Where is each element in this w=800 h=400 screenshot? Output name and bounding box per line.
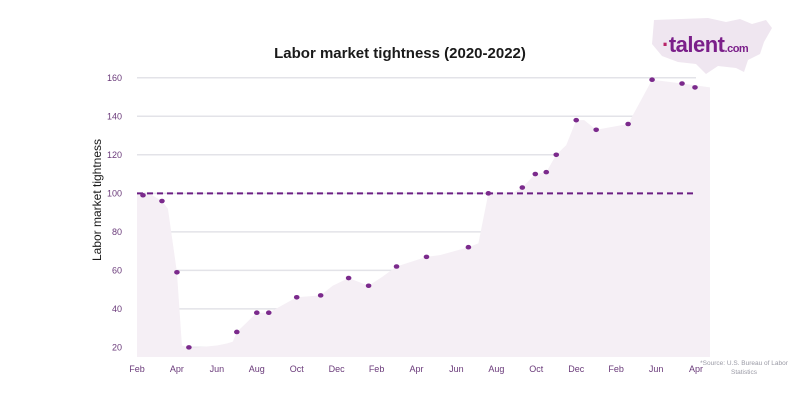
data-point [625, 121, 631, 127]
x-tick-label: Dec [329, 364, 346, 374]
x-tick-label: Apr [409, 364, 423, 374]
x-tick-label: Jun [449, 364, 464, 374]
data-point [679, 81, 685, 86]
data-point [573, 117, 580, 123]
y-tick-label: 40 [112, 304, 122, 314]
x-tick-label: Feb [369, 364, 385, 374]
data-point [140, 192, 146, 198]
data-point [186, 345, 192, 350]
y-tick-label: 140 [107, 111, 122, 121]
data-point [174, 269, 180, 275]
data-point [253, 310, 260, 316]
x-tick-label: Apr [689, 364, 703, 374]
chart-title: Labor market tightness (2020-2022) [274, 45, 526, 62]
data-point [593, 127, 599, 133]
data-point [365, 283, 372, 289]
data-point [293, 295, 300, 300]
data-point [649, 77, 655, 83]
y-tick-label: 160 [107, 73, 122, 83]
x-tick-label: Apr [170, 364, 184, 374]
data-point [543, 169, 550, 175]
x-tick-label: Dec [568, 364, 585, 374]
data-point [465, 244, 472, 250]
data-point [519, 185, 526, 190]
y-tick-label: 100 [107, 188, 122, 198]
x-tick-label: Feb [129, 364, 145, 374]
y-tick-label: 80 [112, 227, 122, 237]
area-fill [137, 79, 710, 358]
data-point [485, 191, 492, 196]
x-tick-label: Oct [290, 364, 305, 374]
y-axis-label: Labor market tightness [90, 139, 104, 261]
y-tick-label: 120 [107, 150, 122, 160]
data-point [692, 85, 698, 90]
data-point [393, 264, 400, 269]
brand-wordmark: ·talent.com [662, 32, 749, 57]
x-tick-label: Aug [488, 364, 504, 374]
x-tick-label: Jun [649, 364, 664, 374]
brand-logo: ·talent.com [648, 14, 776, 78]
x-tick-label: Jun [210, 364, 225, 374]
data-point [317, 293, 324, 298]
x-tick-label: Feb [608, 364, 624, 374]
us-map-watermark [652, 18, 772, 74]
data-point [553, 152, 560, 158]
y-tick-label: 20 [112, 342, 122, 352]
data-point [423, 254, 430, 260]
x-tick-label: Oct [529, 364, 544, 374]
data-point [532, 171, 539, 177]
brand-name: talent [668, 32, 725, 57]
x-tick-label: Aug [249, 364, 265, 374]
data-point [345, 275, 352, 281]
data-point [265, 310, 272, 316]
y-tick-label: 60 [112, 265, 122, 275]
data-point [159, 198, 165, 204]
data-point [234, 329, 240, 335]
source-note: *Source: U.S. Bureau of Labor Statistics [700, 360, 788, 376]
brand-suffix: .com [724, 43, 749, 55]
